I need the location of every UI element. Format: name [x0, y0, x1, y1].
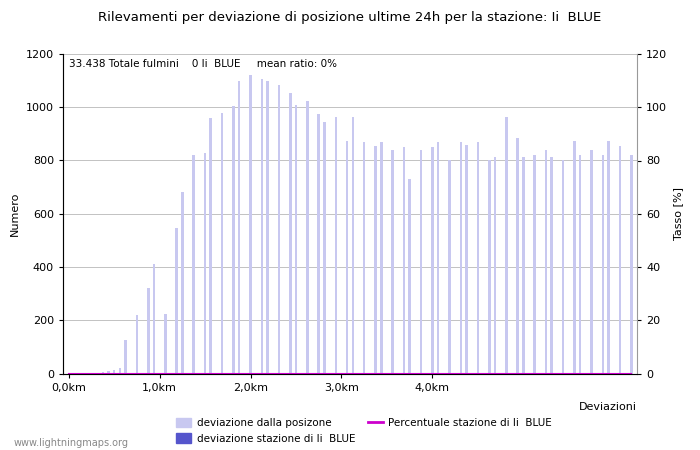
Bar: [249, 75, 252, 374]
Bar: [232, 106, 234, 374]
Bar: [402, 147, 405, 373]
Text: www.lightningmaps.org: www.lightningmaps.org: [14, 438, 129, 448]
Y-axis label: Numero: Numero: [10, 192, 20, 236]
Bar: [590, 150, 593, 374]
Bar: [136, 315, 138, 374]
Bar: [193, 155, 195, 374]
Bar: [153, 264, 155, 374]
Bar: [238, 81, 241, 374]
Y-axis label: Tasso [%]: Tasso [%]: [673, 187, 682, 240]
Text: Deviazioni: Deviazioni: [579, 402, 637, 412]
Bar: [221, 112, 223, 374]
Bar: [408, 179, 411, 374]
Bar: [505, 117, 508, 374]
Bar: [181, 193, 183, 374]
Bar: [124, 340, 127, 374]
Bar: [579, 155, 582, 374]
Bar: [289, 93, 292, 374]
Bar: [147, 288, 150, 373]
Bar: [295, 104, 298, 374]
Bar: [318, 114, 320, 374]
Bar: [573, 140, 576, 374]
Bar: [118, 368, 121, 373]
Text: Rilevamenti per deviazione di posizione ultime 24h per la stazione: Ii  BLUE: Rilevamenti per deviazione di posizione …: [99, 11, 601, 24]
Bar: [176, 229, 178, 374]
Bar: [391, 150, 394, 374]
Bar: [107, 371, 110, 374]
Text: 33.438 Totale fulmini    0 Ii  BLUE     mean ratio: 0%: 33.438 Totale fulmini 0 Ii BLUE mean rat…: [69, 59, 337, 69]
Bar: [608, 140, 610, 374]
Bar: [437, 142, 440, 373]
Bar: [204, 153, 206, 374]
Bar: [278, 85, 280, 374]
Bar: [266, 81, 269, 374]
Bar: [431, 147, 434, 373]
Bar: [113, 370, 116, 373]
Bar: [260, 79, 263, 373]
Bar: [164, 314, 167, 374]
Bar: [466, 144, 468, 374]
Bar: [562, 161, 564, 374]
Bar: [380, 142, 382, 373]
Bar: [374, 146, 377, 374]
Bar: [363, 142, 365, 373]
Bar: [102, 372, 104, 374]
Bar: [459, 142, 462, 373]
Bar: [601, 155, 604, 374]
Bar: [346, 140, 349, 374]
Bar: [448, 161, 451, 374]
Bar: [533, 155, 536, 374]
Bar: [630, 155, 633, 374]
Bar: [306, 101, 309, 374]
Bar: [522, 157, 524, 374]
Bar: [494, 157, 496, 374]
Bar: [488, 161, 491, 374]
Bar: [619, 146, 621, 374]
Bar: [335, 117, 337, 374]
Bar: [545, 150, 547, 374]
Bar: [209, 118, 212, 374]
Bar: [420, 150, 422, 374]
Bar: [323, 122, 326, 374]
Bar: [517, 138, 519, 374]
Bar: [550, 157, 553, 374]
Legend: deviazione dalla posizone, deviazione stazione di Ii  BLUE, Percentuale stazione: deviazione dalla posizone, deviazione st…: [172, 414, 556, 448]
Bar: [351, 117, 354, 374]
Bar: [477, 142, 479, 373]
